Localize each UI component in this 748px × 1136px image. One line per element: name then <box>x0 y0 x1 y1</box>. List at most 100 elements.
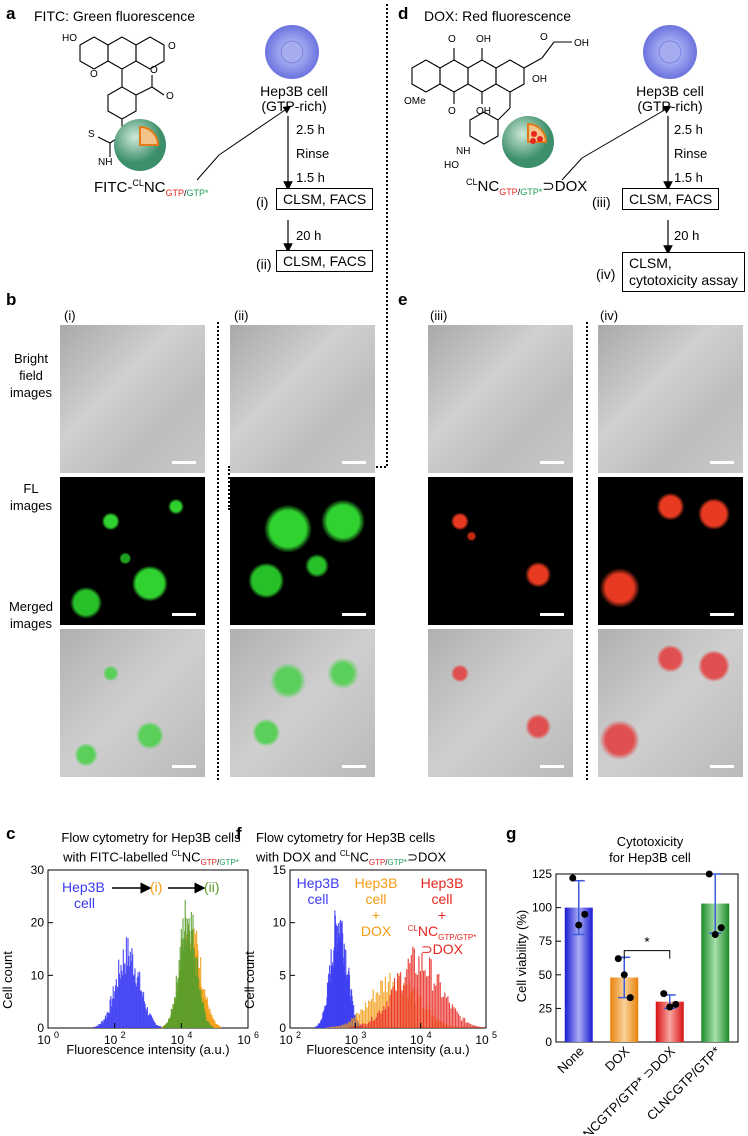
chart-g-ytick-label-5: 125 <box>532 867 552 881</box>
e-iv-bright-field-image <box>598 325 743 473</box>
step-a-1-5h: 1.5 h <box>296 170 325 185</box>
box-a2-num: (ii) <box>256 256 272 272</box>
chart-c-xlabel: Fluorescence intensity (a.u.) <box>66 1042 229 1057</box>
panel-c-title: Flow cytometry for Hep3B cells with FITC… <box>61 830 241 867</box>
chart-f-ytick-label-0: 0 <box>279 1021 286 1035</box>
fitc-s-label: S <box>88 129 95 140</box>
chart-c-legend-cell: cell <box>74 895 95 911</box>
chart-g-significance-bracket <box>623 950 671 959</box>
chart-f-ytick-label-3: 15 <box>273 863 287 877</box>
step-d-1-5h: 1.5 h <box>674 170 703 185</box>
chart-g-point-3-0 <box>705 870 713 878</box>
panel-g-title: Cytotoxicity for Hep3B cell <box>609 834 691 865</box>
chart-c-ytick-label-1: 10 <box>31 968 45 982</box>
chart-f-xtick-label-0: 10 <box>279 1033 293 1047</box>
chart-g-significance-star: * <box>644 934 650 950</box>
b-ii-fl-image <box>230 477 375 625</box>
col-label-iv: (iv) <box>600 308 619 323</box>
chart-g-category-label-0: None <box>554 1044 587 1077</box>
chart-g-ytick-label-0: 0 <box>545 1035 552 1049</box>
dox-nh2: NH <box>456 146 470 157</box>
box-a1: CLSM, FACS <box>276 188 374 210</box>
chart-f-legend3-c: + <box>438 907 446 923</box>
row-label-merged: Merged images <box>8 599 54 631</box>
chart-g-point-1-2 <box>626 994 634 1002</box>
chart-g-point-0-0 <box>569 874 577 882</box>
chart-c-xtick-exp-1: 2 <box>121 1030 126 1040</box>
fitc-o2-label: O <box>166 91 174 102</box>
col-label-ii: (ii) <box>234 308 249 323</box>
hep3b-label-d: Hep3B cell (GTP-rich) <box>636 83 704 114</box>
chart-c-ytick-label-0: 0 <box>37 1021 44 1035</box>
fitc-nh2-label: NH <box>98 157 112 168</box>
panel-f-letter: f <box>236 824 242 843</box>
chart-f-xtick-exp-3: 5 <box>492 1030 497 1040</box>
chart-c-xtick-label-1: 10 <box>104 1033 118 1047</box>
chart-f-legend2-b: cell <box>365 891 386 907</box>
chart-f-xtick-label-3: 10 <box>475 1033 489 1047</box>
e-iii-merged-image <box>428 629 573 777</box>
chart-g-category-label-1: DOX <box>602 1043 633 1074</box>
col-label-iii: (iii) <box>430 308 448 323</box>
divider-b <box>217 322 219 780</box>
chart-f-ytick-label-1: 5 <box>279 968 286 982</box>
box-d2: CLSM, cytotoxicity assay <box>622 252 745 292</box>
step-a-20h: 20 h <box>296 228 322 243</box>
dox-structure: O OH O OH O OH OH OMe NH HO <box>404 32 589 171</box>
hep3b-cell-d <box>643 25 697 79</box>
chart-c-xtick-exp-3: 6 <box>254 1030 259 1040</box>
b-i-bright-field-image <box>60 325 205 473</box>
dox-o3: O <box>540 32 548 43</box>
dox-ome: OMe <box>404 96 426 107</box>
chart-f-ylabel: Cell count <box>242 951 257 1009</box>
chart-g-point-0-1 <box>575 921 583 929</box>
row-label-bright-field: Bright field images <box>10 351 52 400</box>
fitc-o-label: O <box>168 41 176 52</box>
panel-d-title: DOX: Red fluorescence <box>424 8 572 24</box>
dox-nc-label: CLNCGTP/GTP*⊃DOX <box>466 177 588 197</box>
chart-g-point-3-1 <box>711 930 719 938</box>
panel-f-title: Flow cytometry for Hep3B cells with DOX … <box>256 830 447 867</box>
chart-f-legend2-a: Hep3B <box>355 875 398 891</box>
col-label-i: (i) <box>64 308 76 323</box>
chart-f-legend3-d: CLNCGTP/GTP* <box>408 923 477 942</box>
fitc-ring-o-label: O <box>90 69 98 80</box>
row-label-fl: FL images <box>10 481 52 513</box>
step-d-2-5h: 2.5 h <box>674 122 703 137</box>
hep3b-cell-a <box>265 25 319 79</box>
panel-b-letter: b <box>6 290 17 309</box>
b-ii-merged-image <box>230 629 375 777</box>
fitc-ho-label: HO <box>62 33 77 44</box>
chart-f-legend3-e: ⊃DOX <box>421 941 464 957</box>
chart-g-point-2-2 <box>672 1000 680 1008</box>
chart-f-legend3-b: cell <box>431 891 452 907</box>
chart-f-xtick-exp-1: 3 <box>361 1030 366 1040</box>
fitc-o3-label: O <box>150 65 158 76</box>
chart-f-legend1-a: Hep3B <box>297 875 340 891</box>
chart-f-legend2-c: + <box>372 907 380 923</box>
chart-c-ytick-label-3: 30 <box>31 863 45 877</box>
chart-f-xtick-exp-2: 4 <box>427 1030 432 1040</box>
chart-c-xtick-label-3: 10 <box>237 1033 251 1047</box>
chart-g-point-1-0 <box>614 955 622 963</box>
e-iv-fl-image <box>598 477 743 625</box>
chart-c-xtick-label-2: 10 <box>171 1033 185 1047</box>
panel-d-letter: d <box>398 4 409 23</box>
chart-f-ytick-label-2: 10 <box>273 916 287 930</box>
chart-g-point-3-2 <box>717 924 725 932</box>
chart-g-ytick-label-2: 50 <box>539 968 553 982</box>
chart-c-xtick-exp-0: 0 <box>54 1030 59 1040</box>
step-a-rinse: Rinse <box>296 146 330 161</box>
chart-c-xtick-exp-2: 4 <box>187 1030 192 1040</box>
chart-g-frame <box>555 873 739 1043</box>
chart-f-xtick-label-2: 10 <box>410 1033 424 1047</box>
chart-g-point-0-2 <box>581 910 589 918</box>
box-d2-num: (iv) <box>596 266 616 282</box>
panel-c-letter: c <box>6 824 16 843</box>
chart-g-point-2-0 <box>660 990 668 998</box>
chart-f-xtick-label-1: 10 <box>345 1033 359 1047</box>
panel-e-letter: e <box>398 290 408 309</box>
box-a2: CLSM, FACS <box>276 250 374 272</box>
chart-f-legend3-a: Hep3B <box>421 875 464 891</box>
